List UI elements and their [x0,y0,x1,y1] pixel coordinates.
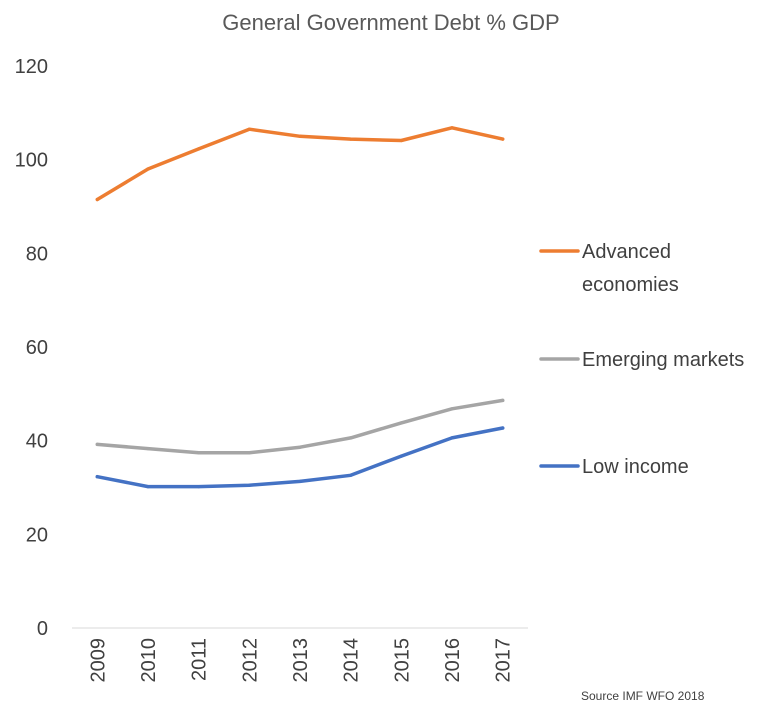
legend-label: Advanced [582,241,671,263]
data-point [501,398,505,402]
data-point [197,147,201,151]
data-point [349,473,353,477]
data-point [197,485,201,489]
x-tick-label: 2011 [189,638,211,681]
legend-item: Emerging markets [539,349,744,371]
x-tick-label: 2017 [493,638,515,683]
series-low-income [95,426,505,489]
y-tick-label: 80 [26,243,48,265]
y-tick-label: 20 [26,524,48,546]
data-point [146,167,150,171]
series-line [95,126,505,202]
data-point [146,485,150,489]
data-point [399,138,403,143]
series-line [95,426,505,489]
y-tick-label: 0 [37,618,48,640]
series-layer [95,126,505,489]
data-point [95,442,99,446]
y-tick-label: 100 [15,150,48,172]
series-emerging-markets [95,398,505,455]
data-point [95,475,99,479]
x-axis: 2009 2010 2011 2012 2013 2014 2015 2016 2017 [72,627,528,683]
data-point [197,451,201,455]
legend: Advanced economies Emerging markets Low inc… [539,241,744,478]
data-point [95,197,99,202]
x-tick-label: 2016 [442,638,464,683]
data-point [399,421,403,425]
y-tick-label: 60 [26,337,48,359]
data-point [146,447,150,451]
data-point [298,445,302,449]
data-point [298,134,302,138]
data-point [450,436,454,440]
data-point [501,137,505,141]
data-point [450,126,454,130]
data-point [349,436,353,440]
data-point [298,479,302,483]
legend-label: economies [582,274,679,296]
data-point [450,407,454,411]
chart-title: General Government Debt % GDP [222,10,559,35]
data-point [247,451,251,455]
x-tick-label: 2014 [341,638,363,683]
x-tick-label: 2015 [391,638,413,683]
legend-label: Emerging markets [582,349,744,371]
legend-item: Advanced economies [539,241,679,296]
data-point [247,483,251,487]
data-point [349,137,353,141]
y-tick-label: 120 [15,56,48,78]
legend-label: Low income [582,456,689,478]
series-line [95,398,505,455]
data-point [247,127,251,131]
x-tick-label: 2010 [138,638,160,683]
y-axis: 0 20 40 60 80 100 120 [15,56,48,640]
data-point [501,426,505,430]
x-tick-label: 2009 [87,638,109,683]
legend-item: Low income [539,456,689,478]
x-tick-label: 2013 [290,638,312,683]
source-annotation: Source IMF WFO 2018 [581,689,705,701]
x-tick-label: 2012 [239,638,261,683]
series-advanced-economies [95,126,505,202]
y-tick-label: 40 [26,431,48,453]
data-point [399,454,403,458]
